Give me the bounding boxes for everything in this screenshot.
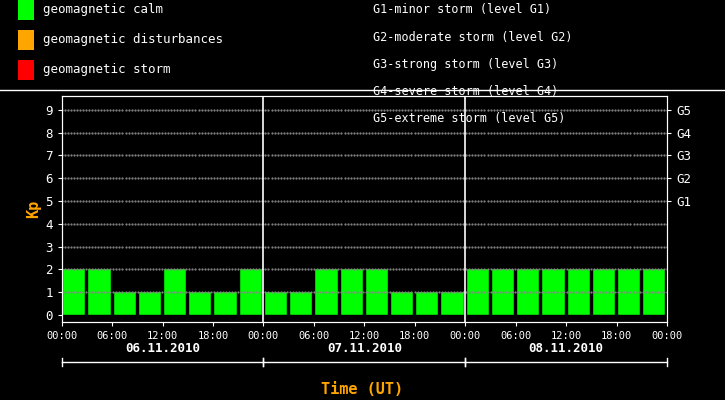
Bar [88,270,110,315]
Bar [315,270,338,315]
Bar [416,292,439,315]
Text: 06.11.2010: 06.11.2010 [125,342,200,354]
Text: G2-moderate storm (level G2): G2-moderate storm (level G2) [373,31,573,44]
Text: 07.11.2010: 07.11.2010 [327,342,402,354]
Text: G3-strong storm (level G3): G3-strong storm (level G3) [373,58,559,71]
Bar [517,270,539,315]
Bar [114,292,136,315]
Text: G4-severe storm (level G4): G4-severe storm (level G4) [373,85,559,98]
Y-axis label: Kp: Kp [26,200,41,218]
Text: geomagnetic disturbances: geomagnetic disturbances [43,34,223,46]
Bar [215,292,236,315]
Bar [189,292,212,315]
Bar [240,270,262,315]
Text: Time (UT): Time (UT) [321,382,404,398]
Bar [265,292,287,315]
Text: 08.11.2010: 08.11.2010 [529,342,604,354]
Text: G1-minor storm (level G1): G1-minor storm (level G1) [373,4,552,16]
Text: geomagnetic storm: geomagnetic storm [43,64,170,76]
Text: geomagnetic calm: geomagnetic calm [43,4,163,16]
Bar [542,270,565,315]
Bar [391,292,413,315]
Bar [290,292,312,315]
Bar [467,270,489,315]
Bar [138,292,161,315]
Bar [492,270,514,315]
Bar [593,270,615,315]
Bar [568,270,590,315]
Bar [618,270,640,315]
Bar [63,270,86,315]
Bar [442,292,464,315]
Bar [366,270,388,315]
Text: G5-extreme storm (level G5): G5-extreme storm (level G5) [373,112,566,125]
Bar [643,270,666,315]
Bar [341,270,362,315]
Bar [164,270,186,315]
